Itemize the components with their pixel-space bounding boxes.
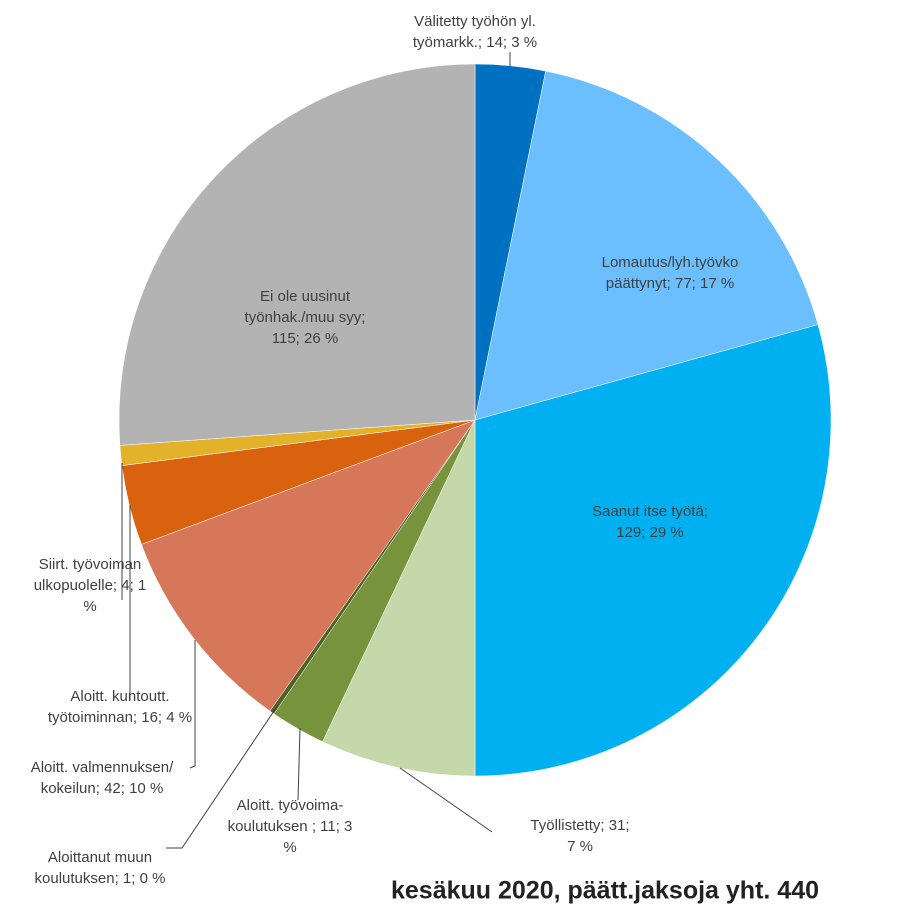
data-label: Aloitt. työvoima- bbox=[237, 797, 344, 814]
leader-line bbox=[399, 767, 493, 833]
data-label: kokeilun; 42; 10 % bbox=[41, 780, 164, 797]
data-label: % bbox=[83, 598, 96, 615]
data-label: koulutuksen; 1; 0 % bbox=[35, 870, 166, 887]
data-label: ulkopuolelle; 4; 1 bbox=[34, 577, 147, 594]
pie-slice bbox=[474, 70, 819, 421]
data-label: Aloitt. kuntoutt. bbox=[70, 688, 169, 705]
data-label: 7 % bbox=[567, 838, 593, 855]
data-label: Aloitt. valmennuksen/ bbox=[31, 759, 174, 776]
data-label: Saanut itse työtä; bbox=[592, 503, 708, 520]
data-label: päättynyt; 77; 17 % bbox=[606, 275, 734, 292]
data-label: % bbox=[283, 839, 296, 856]
pie-slice bbox=[474, 324, 832, 777]
data-label: Siirt. työvoiman bbox=[39, 556, 142, 573]
leader-line bbox=[166, 704, 279, 849]
data-label: työnhak./muu syy; bbox=[245, 309, 366, 326]
data-label: työmarkk.; 14; 3 % bbox=[413, 34, 537, 51]
data-label: työtoiminnan; 16; 4 % bbox=[48, 709, 192, 726]
data-label: Välitetty työhön yl. bbox=[414, 13, 536, 30]
pie-slice bbox=[141, 419, 476, 712]
pie-slice bbox=[118, 63, 476, 446]
data-label: Lomautus/lyh.työvko bbox=[602, 254, 739, 271]
data-label: 115; 26 % bbox=[272, 330, 338, 347]
data-label: koulutuksen ; 11; 3 bbox=[228, 818, 353, 835]
data-label: Aloittanut muun bbox=[48, 849, 152, 866]
leader-line bbox=[189, 640, 196, 769]
pie-slice bbox=[322, 419, 476, 777]
data-label: Työllistetty; 31; bbox=[530, 817, 629, 834]
data-label: Ei ole uusinut bbox=[260, 288, 351, 305]
leader-line bbox=[297, 727, 301, 801]
data-label: 129; 29 % bbox=[616, 524, 684, 541]
chart-title: kesäkuu 2020, päätt.jaksoja yht. 440 bbox=[391, 877, 819, 905]
